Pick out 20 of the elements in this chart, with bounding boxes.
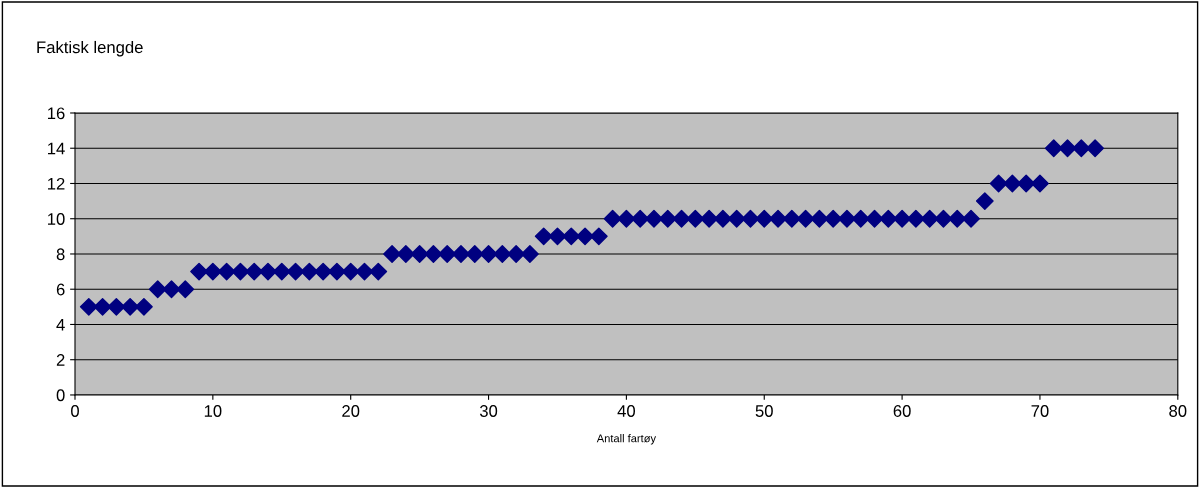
x-axis-title: Antall fartøy xyxy=(596,434,657,445)
y-tick-label: 6 xyxy=(56,283,65,296)
x-tick-label: 60 xyxy=(893,405,911,417)
y-tick-label: 2 xyxy=(56,354,65,366)
x-tick-label: 80 xyxy=(1169,405,1187,417)
x-tick-label: 30 xyxy=(479,405,498,417)
y-tick-label: 14 xyxy=(48,142,65,155)
y-axis-title: Faktisk lengde xyxy=(37,40,143,57)
y-tick-label: 16 xyxy=(48,107,65,120)
x-tick-label: 40 xyxy=(617,405,636,417)
y-tick-label: 10 xyxy=(48,213,65,225)
y-tick-label: 12 xyxy=(48,177,65,190)
y-tick-label: 4 xyxy=(56,319,65,331)
x-tick-label: 10 xyxy=(204,405,222,417)
x-tick-label: 70 xyxy=(1031,405,1049,417)
x-tick-label: 20 xyxy=(342,405,360,417)
y-tick-label: 8 xyxy=(56,248,65,261)
x-tick-label: 0 xyxy=(71,405,79,417)
x-tick-label: 50 xyxy=(755,405,773,417)
y-tick-label: 0 xyxy=(56,389,65,402)
